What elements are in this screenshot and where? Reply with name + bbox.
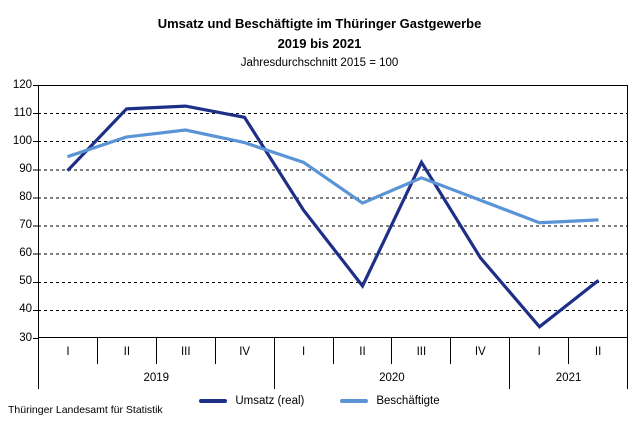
y-axis-label: 70 — [19, 219, 32, 232]
y-axis-label: 110 — [13, 106, 32, 119]
chart-title-years: 2019 bis 2021 — [277, 36, 362, 51]
series-line-umsatz — [66, 104, 600, 330]
x-axis-quarter-label: III — [157, 338, 216, 364]
x-axis-quarter-label: II — [569, 338, 629, 364]
x-axis-quarter-label: I — [275, 338, 334, 364]
y-axis-label: 60 — [19, 247, 32, 260]
x-axis-year-label: 2020 — [275, 364, 511, 389]
x-axis-quarter-label: IV — [216, 338, 275, 364]
y-axis-label: 120 — [12, 78, 32, 91]
x-axis-quarter-label: I — [39, 338, 98, 364]
y-axis-label: 40 — [19, 303, 32, 316]
y-axis-label: 80 — [19, 190, 32, 203]
x-axis-quarter-label: II — [334, 338, 393, 364]
legend-line-swatch-beschaeftigte — [340, 399, 369, 403]
source-note: Thüringer Landesamt für Statistik — [8, 404, 163, 416]
x-axis-quarter-label: IV — [451, 338, 511, 364]
y-axis-label: 50 — [19, 275, 32, 288]
y-axis-label: 30 — [19, 331, 32, 344]
y-axis-label: 90 — [19, 162, 32, 175]
line-chart — [33, 85, 628, 339]
x-axis-quarter-label: III — [392, 338, 452, 364]
y-axis-labels: 120 110 100 90 80 70 60 50 40 30 — [0, 79, 32, 344]
chart-title: Umsatz und Beschäftigte im Thüringer Gas… — [157, 16, 482, 31]
y-axis-label: 100 — [12, 134, 32, 147]
legend-label: Umsatz (real) — [235, 395, 305, 407]
x-axis-year-label: 2021 — [510, 364, 628, 389]
plot-border — [38, 85, 628, 338]
chart-subtitle: Jahresdurchschnitt 2015 = 100 — [240, 57, 399, 69]
legend-line-swatch-umsatz — [199, 399, 228, 403]
x-axis-quarter-label: I — [510, 338, 570, 364]
series-line-beschaeftigte — [66, 128, 599, 225]
legend-item: Umsatz (real) — [199, 395, 304, 407]
x-axis-quarter-label: II — [98, 338, 157, 364]
x-axis-year-row: 2019 2020 2021 — [38, 364, 628, 389]
legend-item: Beschäftigte — [340, 395, 440, 407]
legend-label: Beschäftigte — [376, 395, 440, 407]
plot-area — [33, 85, 628, 339]
x-axis-quarter-row: I II III IV I II III IV I II — [38, 338, 629, 364]
legend: Umsatz (real) Beschäftigte — [0, 392, 639, 410]
chart-header: Umsatz und Beschäftigte im Thüringer Gas… — [0, 13, 639, 71]
x-axis-year-label: 2019 — [39, 364, 275, 389]
